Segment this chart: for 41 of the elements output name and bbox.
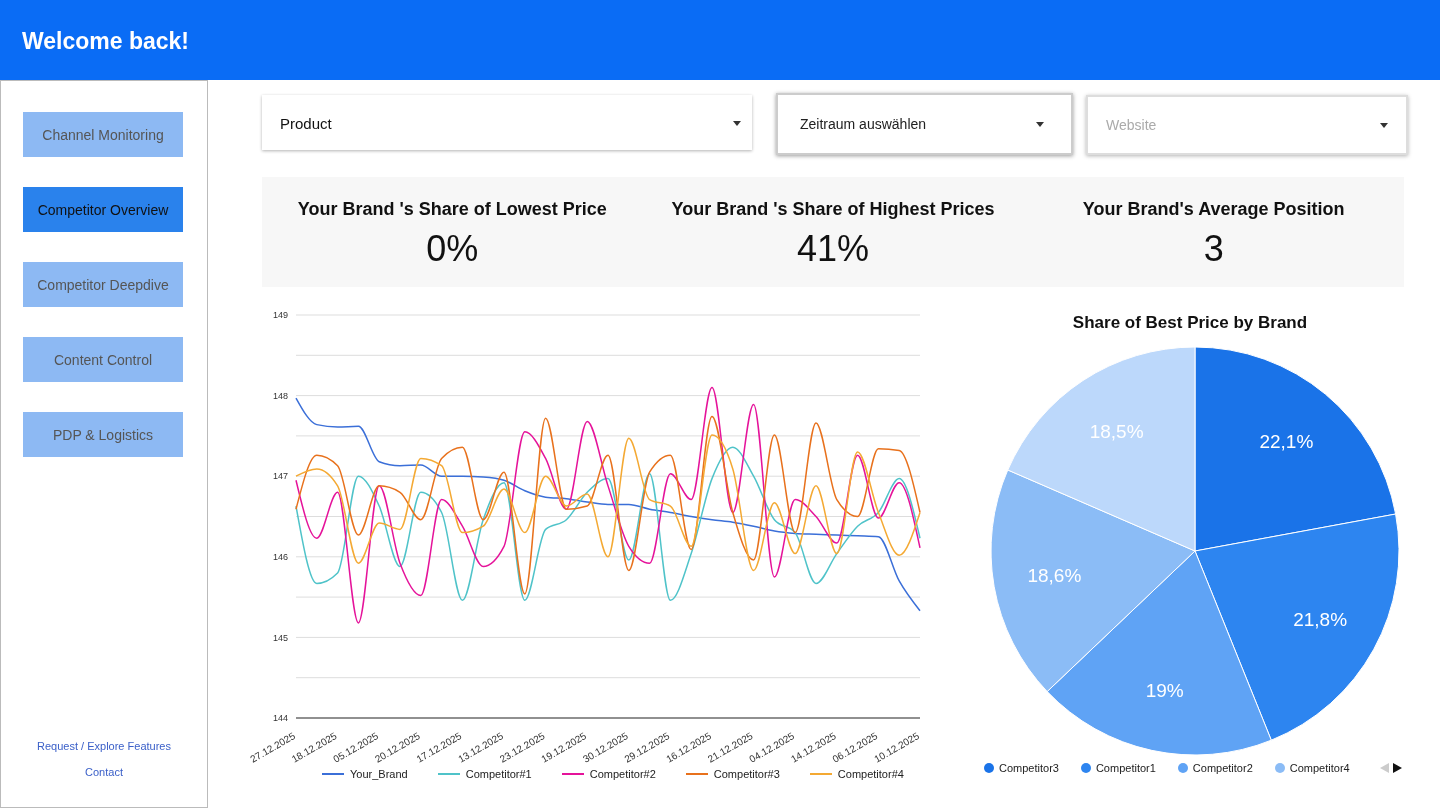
text: Zeitraum auswählen xyxy=(800,116,927,132)
y-tick-label: 148 xyxy=(272,390,288,401)
legend-label: Competitor4 xyxy=(1289,762,1350,774)
text: Competitor Deepdive xyxy=(23,262,183,307)
legend-label: Competitor2 xyxy=(1192,762,1253,774)
text: Your Brand 's Share of Lowest Price xyxy=(296,199,608,220)
text: Contact xyxy=(84,766,124,778)
text: PDP & Logistics xyxy=(23,412,183,457)
legend-label: Competitor#1 xyxy=(465,768,532,780)
legend-label: Competitor1 xyxy=(1095,762,1156,774)
data-label: 21,8% xyxy=(1293,609,1348,631)
line-series xyxy=(295,415,921,595)
legend-label: Your_Brand xyxy=(350,768,408,780)
y-tick-label: 149 xyxy=(272,310,288,321)
text: Channel Monitoring xyxy=(23,112,183,157)
data-label: 19% xyxy=(1145,680,1184,702)
data-label: 18,5% xyxy=(1089,421,1144,443)
y-tick-label: 144 xyxy=(272,713,288,724)
text: Content Control xyxy=(23,337,183,382)
data-label: 18,6% xyxy=(1027,565,1082,587)
legend-label: Competitor3 xyxy=(999,762,1059,774)
y-tick-label: 145 xyxy=(272,632,288,643)
text: 3 xyxy=(1202,228,1225,270)
text: 0% xyxy=(425,228,480,270)
text: Welcome back! xyxy=(22,28,190,55)
text: Competitor Overview xyxy=(23,187,183,232)
y-tick-label: 146 xyxy=(272,551,288,562)
text: Request / Explore Features xyxy=(36,740,172,752)
legend-label: Competitor#3 xyxy=(713,768,780,780)
text: Website xyxy=(1106,117,1157,133)
y-tick-label: 147 xyxy=(272,471,288,482)
text: Your Brand's Average Position xyxy=(1081,199,1346,220)
chart-title: Share of Best Price by Brand xyxy=(1071,313,1309,333)
line-series xyxy=(295,446,921,602)
legend-label: Competitor#2 xyxy=(589,768,656,780)
line-series xyxy=(295,434,921,572)
text: 41% xyxy=(795,228,871,270)
text: Product xyxy=(280,115,332,132)
data-label: 22,1% xyxy=(1259,430,1314,452)
legend-label: Competitor#4 xyxy=(837,768,904,780)
text: Your Brand 's Share of Highest Prices xyxy=(670,199,996,220)
